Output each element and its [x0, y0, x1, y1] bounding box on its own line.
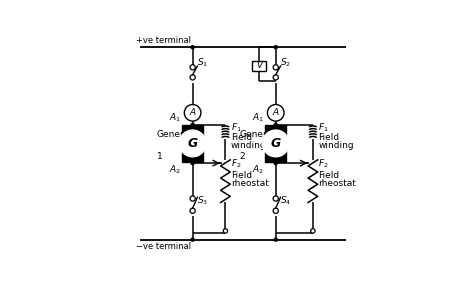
Text: 2: 2: [240, 152, 245, 161]
Text: $S_1$: $S_1$: [197, 56, 208, 69]
Text: rheostat: rheostat: [231, 179, 269, 188]
Circle shape: [191, 162, 194, 165]
Circle shape: [190, 65, 195, 70]
Circle shape: [184, 105, 201, 121]
Bar: [182, 125, 203, 162]
Circle shape: [262, 130, 289, 157]
Circle shape: [273, 196, 278, 201]
Bar: [252, 60, 266, 71]
Text: $A_2$: $A_2$: [169, 163, 181, 176]
Text: A: A: [190, 108, 196, 117]
Circle shape: [273, 75, 278, 80]
Text: $F_1$: $F_1$: [231, 122, 242, 134]
Circle shape: [274, 46, 277, 49]
Circle shape: [267, 105, 284, 121]
Text: −ve terminal: −ve terminal: [136, 242, 191, 251]
Circle shape: [179, 130, 206, 157]
Circle shape: [274, 162, 277, 165]
Text: $S_4$: $S_4$: [280, 194, 291, 206]
Bar: [265, 125, 286, 162]
Circle shape: [311, 229, 315, 233]
Text: Field: Field: [319, 171, 339, 179]
Circle shape: [191, 123, 194, 126]
Circle shape: [273, 65, 278, 70]
Text: V: V: [256, 61, 263, 70]
Text: $F_2$: $F_2$: [319, 158, 329, 170]
Circle shape: [191, 238, 194, 241]
Text: Field: Field: [231, 133, 252, 143]
Text: G: G: [188, 137, 198, 150]
Circle shape: [190, 208, 195, 213]
Text: $S_2$: $S_2$: [280, 56, 291, 69]
Text: Generator: Generator: [156, 130, 203, 139]
Circle shape: [190, 196, 195, 201]
Text: $A_1$: $A_1$: [252, 111, 264, 124]
Text: A: A: [273, 108, 279, 117]
Text: Field: Field: [231, 171, 252, 179]
Text: winding: winding: [319, 141, 354, 150]
Text: $F_1$: $F_1$: [319, 122, 329, 134]
Text: Field: Field: [319, 133, 339, 143]
Text: winding: winding: [231, 141, 266, 150]
Text: Generator: Generator: [240, 130, 286, 139]
Text: $A_2$: $A_2$: [252, 163, 264, 176]
Circle shape: [223, 229, 228, 233]
Circle shape: [274, 238, 277, 241]
Circle shape: [273, 208, 278, 213]
Text: G: G: [271, 137, 281, 150]
Text: $A_1$: $A_1$: [169, 111, 181, 124]
Text: $S_3$: $S_3$: [197, 194, 208, 206]
Text: $F_2$: $F_2$: [231, 158, 241, 170]
Circle shape: [274, 123, 277, 126]
Text: rheostat: rheostat: [319, 179, 356, 188]
Circle shape: [190, 75, 195, 80]
Circle shape: [191, 46, 194, 49]
Text: 1: 1: [156, 152, 162, 161]
Text: +ve terminal: +ve terminal: [136, 36, 191, 45]
